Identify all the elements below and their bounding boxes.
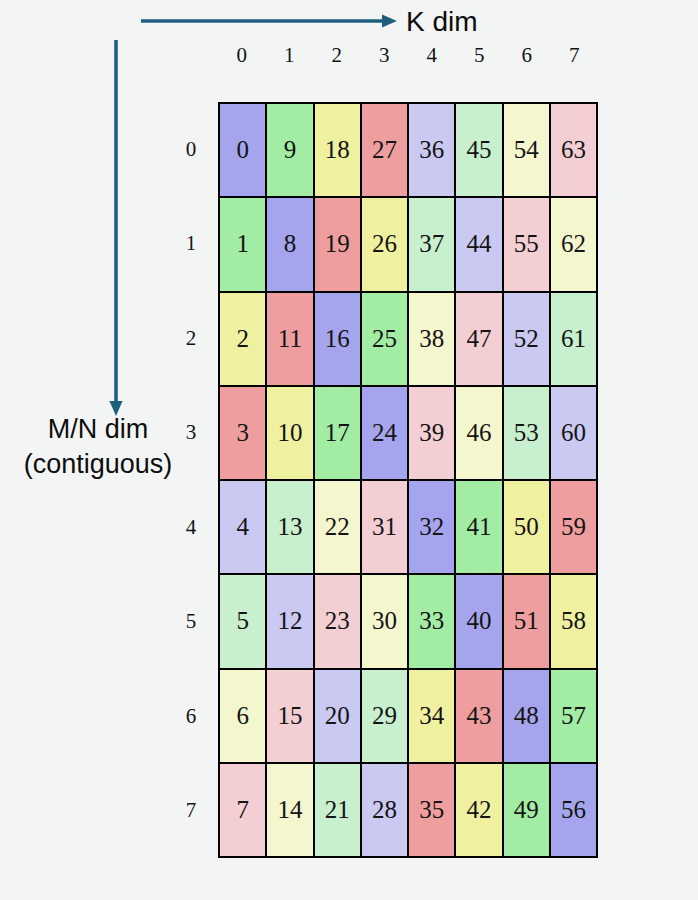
matrix-grid: 0918273645546318192637445562211162538475… [218, 102, 598, 858]
mn-dim-axis-label-line2: (contiguous) [0, 447, 196, 482]
grid-cell-r1c2: 19 [314, 197, 361, 291]
grid-cell-r4c0: 4 [219, 480, 266, 574]
grid-cell-r3c0: 3 [219, 386, 266, 480]
row-header-3: 3 [172, 386, 210, 481]
grid-cell-r2c6: 52 [503, 292, 550, 386]
row-header-7: 7 [172, 764, 210, 859]
grid-cell-r7c4: 35 [408, 763, 455, 857]
grid-cell-r5c4: 33 [408, 574, 455, 668]
grid-cell-r4c3: 31 [361, 480, 408, 574]
row-header-1: 1 [172, 197, 210, 292]
col-header-3: 3 [361, 40, 409, 70]
grid-cell-r7c1: 14 [266, 763, 313, 857]
grid-cell-r4c2: 22 [314, 480, 361, 574]
k-dim-axis-label: K dim [406, 6, 478, 38]
grid-cell-r0c4: 36 [408, 103, 455, 197]
col-header-7: 7 [551, 40, 599, 70]
k-dim-arrow-icon [141, 14, 397, 27]
col-header-6: 6 [503, 40, 551, 70]
grid-cell-r4c7: 59 [550, 480, 597, 574]
row-header-2: 2 [172, 291, 210, 386]
grid-cell-r2c1: 11 [266, 292, 313, 386]
row-header-4: 4 [172, 480, 210, 575]
grid-cell-r6c0: 6 [219, 669, 266, 763]
grid-cell-r7c2: 21 [314, 763, 361, 857]
grid-cell-r0c2: 18 [314, 103, 361, 197]
mn-dim-arrow-icon [109, 40, 122, 416]
grid-cell-r2c2: 16 [314, 292, 361, 386]
col-header-2: 2 [313, 40, 361, 70]
grid-cell-r3c1: 10 [266, 386, 313, 480]
col-header-1: 1 [266, 40, 314, 70]
grid-cell-r7c7: 56 [550, 763, 597, 857]
grid-cell-r2c5: 47 [455, 292, 502, 386]
grid-cell-r2c3: 25 [361, 292, 408, 386]
col-header-5: 5 [456, 40, 504, 70]
grid-cell-r6c4: 34 [408, 669, 455, 763]
grid-cell-r1c7: 62 [550, 197, 597, 291]
grid-cell-r6c5: 43 [455, 669, 502, 763]
grid-cell-r3c5: 46 [455, 386, 502, 480]
grid-cell-r1c4: 37 [408, 197, 455, 291]
grid-cell-r4c4: 32 [408, 480, 455, 574]
grid-cell-r4c5: 41 [455, 480, 502, 574]
grid-cell-r6c2: 20 [314, 669, 361, 763]
row-header-5: 5 [172, 575, 210, 670]
grid-cell-r2c0: 2 [219, 292, 266, 386]
grid-cell-r6c7: 57 [550, 669, 597, 763]
grid-cell-r0c7: 63 [550, 103, 597, 197]
grid-cell-r4c1: 13 [266, 480, 313, 574]
column-headers: 01234567 [218, 40, 598, 70]
col-header-4: 4 [408, 40, 456, 70]
grid-cell-r5c0: 5 [219, 574, 266, 668]
grid-cell-r1c5: 44 [455, 197, 502, 291]
grid-cell-r6c6: 48 [503, 669, 550, 763]
grid-cell-r3c4: 39 [408, 386, 455, 480]
grid-cell-r2c7: 61 [550, 292, 597, 386]
grid-cell-r0c1: 9 [266, 103, 313, 197]
row-header-0: 0 [172, 102, 210, 197]
grid-cell-r0c3: 27 [361, 103, 408, 197]
grid-cell-r3c2: 17 [314, 386, 361, 480]
mn-dim-axis-label-line1: M/N dim [0, 412, 196, 447]
matrix-layout-diagram: K dim M/N dim (contiguous) 01234567 0123… [0, 0, 698, 900]
grid-cell-r7c6: 49 [503, 763, 550, 857]
grid-cell-r7c0: 7 [219, 763, 266, 857]
grid-cell-r1c3: 26 [361, 197, 408, 291]
grid-cell-r6c1: 15 [266, 669, 313, 763]
grid-cell-r7c3: 28 [361, 763, 408, 857]
grid-cell-r7c5: 42 [455, 763, 502, 857]
grid-cell-r0c5: 45 [455, 103, 502, 197]
grid-cell-r1c1: 8 [266, 197, 313, 291]
grid-cell-r2c4: 38 [408, 292, 455, 386]
grid-cell-r4c6: 50 [503, 480, 550, 574]
grid-cell-r3c3: 24 [361, 386, 408, 480]
grid-cell-r5c3: 30 [361, 574, 408, 668]
grid-cell-r5c7: 58 [550, 574, 597, 668]
grid-cell-r5c5: 40 [455, 574, 502, 668]
grid-cell-r5c6: 51 [503, 574, 550, 668]
grid-cell-r1c0: 1 [219, 197, 266, 291]
row-header-6: 6 [172, 669, 210, 764]
grid-cell-r3c6: 53 [503, 386, 550, 480]
grid-cell-r3c7: 60 [550, 386, 597, 480]
col-header-0: 0 [218, 40, 266, 70]
grid-cell-r1c6: 55 [503, 197, 550, 291]
mn-dim-axis-label: M/N dim (contiguous) [0, 412, 196, 482]
grid-cell-r0c0: 0 [219, 103, 266, 197]
grid-cell-r6c3: 29 [361, 669, 408, 763]
grid-cell-r5c2: 23 [314, 574, 361, 668]
grid-cell-r5c1: 12 [266, 574, 313, 668]
grid-cell-r0c6: 54 [503, 103, 550, 197]
row-headers: 01234567 [172, 102, 210, 858]
